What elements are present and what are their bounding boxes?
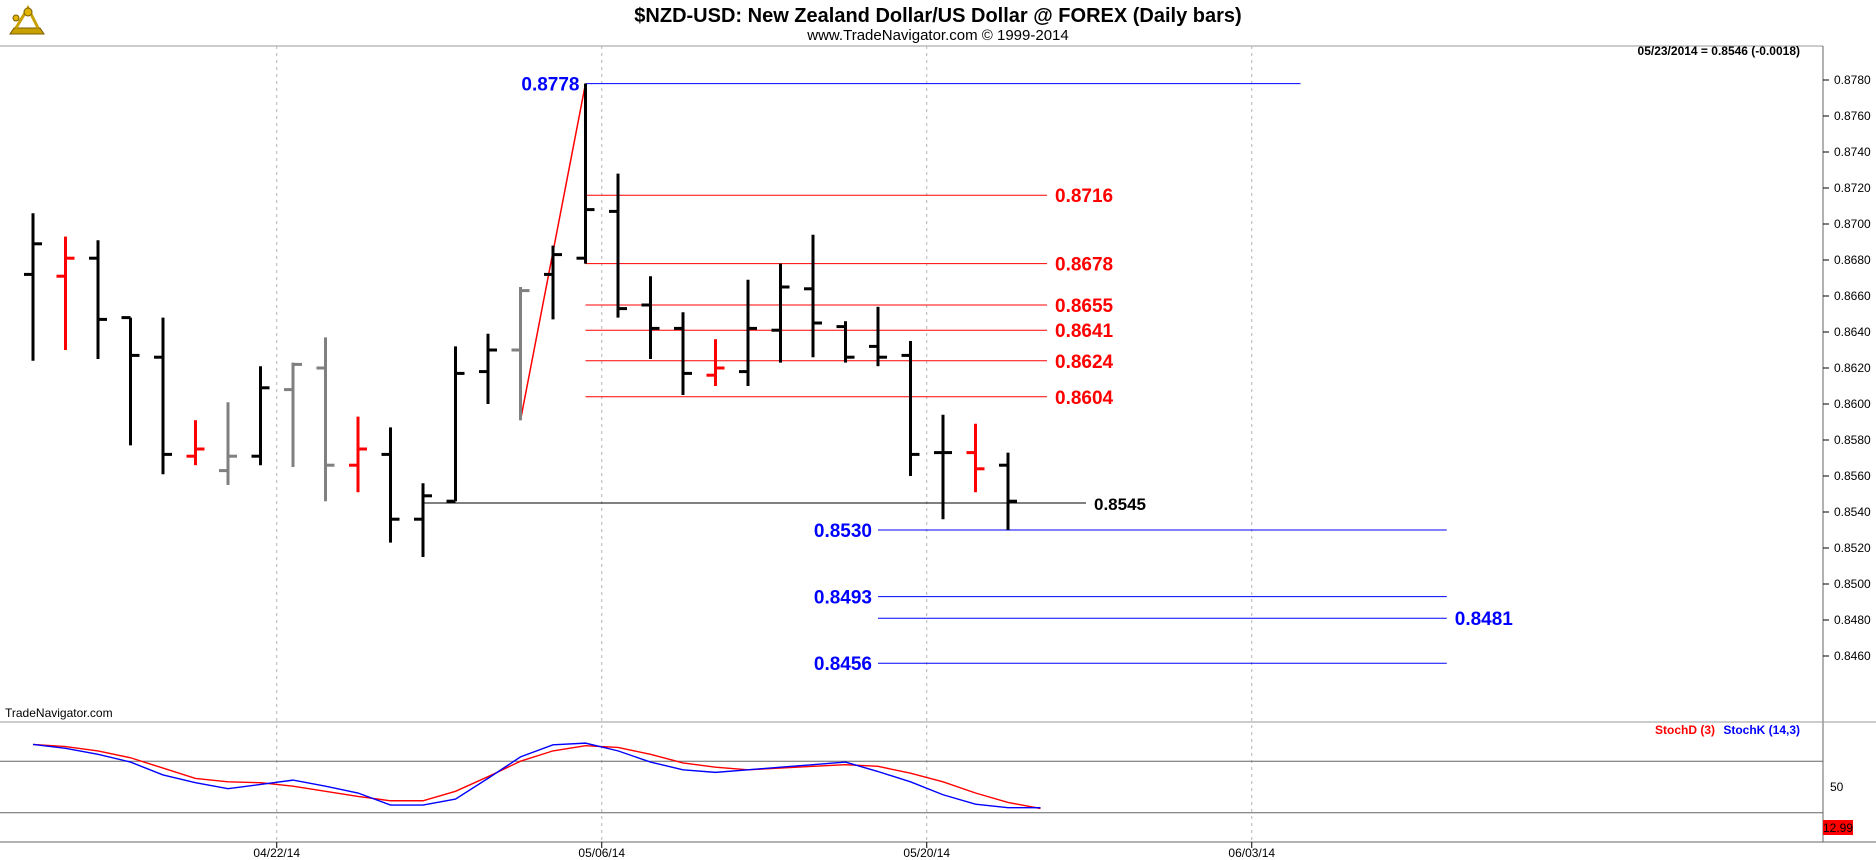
y-tick-label: 0.8480: [1834, 613, 1871, 627]
ohlc-bar: [576, 83, 595, 264]
y-tick-label: 0.8780: [1834, 73, 1871, 87]
stoch-series-line: [32, 743, 1041, 810]
stochD-legend: StochD (3): [1655, 723, 1715, 737]
x-tick-label: 04/22/14: [253, 846, 300, 860]
ohlc-bar: [999, 452, 1017, 530]
y-tick-label: 0.8540: [1834, 505, 1871, 519]
y-tick-label: 0.8620: [1834, 361, 1871, 375]
ohlc-bar: [219, 402, 237, 485]
x-tick-label: 06/03/14: [1228, 846, 1275, 860]
ohlc-bar: [771, 263, 790, 363]
x-tick-label: 05/06/14: [578, 846, 625, 860]
stoch-last-value: 12.99: [1823, 821, 1853, 835]
y-tick-label: 0.8600: [1834, 397, 1871, 411]
chart-title: $NZD-USD: New Zealand Dollar/US Dollar @…: [634, 5, 1241, 27]
ohlc-bar: [706, 339, 725, 386]
ohlc-bar: [154, 317, 172, 475]
level-label: 0.8641: [1055, 321, 1114, 342]
y-tick-label: 0.8700: [1834, 217, 1871, 231]
stoch-series-line: [32, 742, 1041, 809]
ohlc-bar: [836, 321, 855, 363]
y-tick-label: 0.8460: [1834, 649, 1871, 663]
ohlc-bar: [739, 279, 757, 386]
level-label: 0.8778: [521, 75, 579, 96]
level-label: 0.8604: [1055, 388, 1114, 409]
watermark: TradeNavigator.com: [5, 706, 113, 720]
ohlc-bar: [24, 213, 42, 361]
levels-layer: 0.8778 0.8716 0.8678 0.8655 0.8641 0.8624 0.86…: [423, 75, 1514, 675]
bars-layer: [24, 83, 1017, 557]
ohlc-bar: [446, 346, 465, 503]
y-tick-label: 0.8580: [1834, 433, 1871, 447]
ohlc-bar: [544, 245, 562, 320]
y-tick-label: 0.8500: [1834, 577, 1871, 591]
stoch-last-value-badge: [1823, 820, 1853, 835]
ohlc-bar: [804, 234, 822, 358]
level-label: 0.8493: [814, 588, 872, 609]
ohlc-bar: [674, 312, 692, 395]
y-tick-label: 0.8680: [1834, 253, 1871, 267]
y-tick-label: 0.8560: [1834, 469, 1871, 483]
ohlc-bar: [349, 416, 367, 493]
ohlc-bar: [284, 362, 302, 467]
ohlc-bar: [56, 236, 75, 350]
level-label: 0.8678: [1055, 255, 1113, 276]
ohlc-bar: [934, 414, 952, 520]
ohlc-bar: [186, 420, 205, 466]
price-readout: 05/23/2014 = 0.8546 (-0.0018): [1638, 44, 1800, 58]
ohlc-bar: [316, 337, 335, 502]
y-tick-label: 0.8520: [1834, 541, 1871, 555]
x-tick-label: 05/20/14: [903, 846, 950, 860]
y-tick-label: 0.8640: [1834, 325, 1871, 339]
stochK-legend: StochK (14,3): [1723, 723, 1800, 737]
ohlc-bar: [609, 173, 627, 318]
ohlc-bar: [641, 276, 660, 359]
ohlc-bar: [479, 333, 497, 404]
level-label: 0.8481: [1455, 609, 1514, 630]
ohlc-bar: [901, 341, 920, 476]
level-label: 0.8624: [1055, 352, 1114, 373]
logo: [9, 4, 45, 35]
price-axis: 0.8460 0.8480 0.8500 0.8520 0.8540 0.8560 0.85…: [1823, 73, 1871, 663]
ohlc-bar: [89, 240, 107, 359]
ohlc-bar: [251, 366, 270, 466]
time-axis: 04/22/14 05/06/14 05/20/14 06/03/14: [253, 842, 1275, 860]
ohlc-bar: [381, 427, 400, 543]
ohlc-bar: [869, 306, 887, 367]
level-label: 0.8545: [1094, 495, 1146, 514]
ohlc-bar: [966, 423, 985, 493]
stochastic-panel: 50: [0, 742, 1844, 814]
y-tick-label: 0.8740: [1834, 145, 1871, 159]
ohlc-bar: [511, 287, 530, 421]
level-label: 0.8530: [814, 521, 872, 542]
ohlc-bar: [121, 316, 140, 446]
y-tick-label: 0.8760: [1834, 109, 1871, 123]
chart-subtitle: www.TradeNavigator.com © 1999-2014: [806, 27, 1068, 44]
y-tick-label: 0.8720: [1834, 181, 1871, 195]
level-label: 0.8655: [1055, 296, 1114, 317]
y-tick-label: 0.8660: [1834, 289, 1871, 303]
level-label: 0.8716: [1055, 186, 1113, 207]
level-label: 0.8456: [814, 654, 872, 675]
ohlc-bar: [414, 483, 432, 557]
stoch-y-tick: 50: [1830, 780, 1844, 794]
